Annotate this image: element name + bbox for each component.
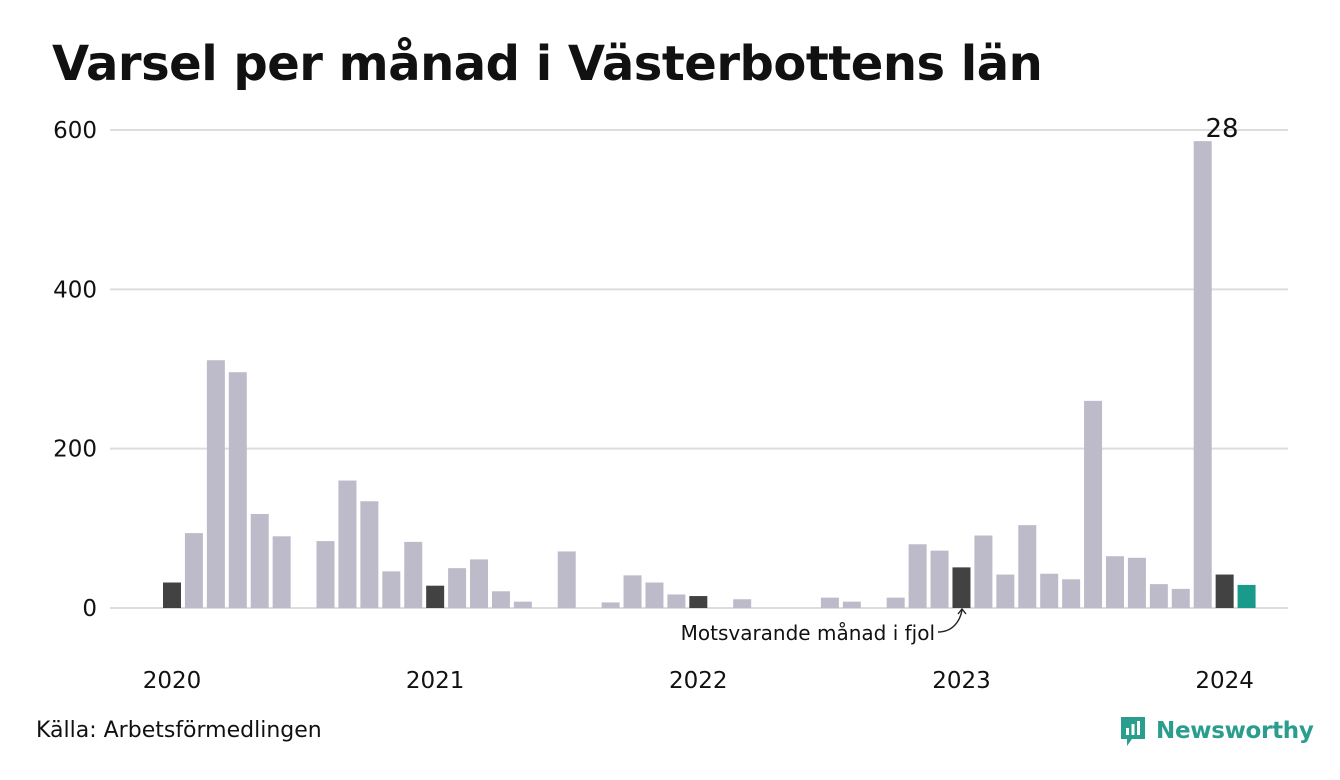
- current-value-label: 28: [1205, 114, 1238, 144]
- bar-2022-10: [886, 597, 905, 608]
- bar-2021-01: [426, 585, 445, 608]
- bar-2021-10: [623, 575, 642, 608]
- x-tick-label: 2022: [669, 668, 728, 694]
- x-tick-label: 2024: [1195, 668, 1254, 694]
- bars: [163, 141, 1256, 608]
- bar-2021-11: [645, 582, 664, 608]
- bar-2020-01: [163, 582, 181, 608]
- bar-2022-07: [820, 597, 839, 608]
- x-axis-ticks: 2020 2021 2022 2023 2024: [143, 668, 1254, 694]
- bar-2021-03: [470, 559, 489, 608]
- bar-2021-07: [557, 551, 576, 608]
- x-tick-label: 2020: [143, 668, 202, 694]
- bar-2023-10: [1149, 584, 1168, 608]
- brand-name: Newsworthy: [1156, 718, 1314, 744]
- bar-2020-12: [404, 541, 423, 608]
- bar-2022-01: [689, 596, 708, 608]
- bar-2022-11: [908, 544, 927, 608]
- bar-2023-07: [1084, 400, 1103, 608]
- y-axis-ticks: 0 200 400 600: [53, 118, 97, 622]
- annotation-arrow: [937, 609, 963, 633]
- annotation-arrowhead: [957, 607, 967, 615]
- bar-2020-02: [184, 533, 203, 608]
- x-tick-label: 2021: [406, 668, 465, 694]
- bar-2024-01: [1215, 574, 1234, 608]
- bar-2023-12: [1193, 141, 1212, 608]
- annotation-label: Motsvarande månad i fjol: [681, 621, 935, 645]
- bar-2023-06: [1062, 579, 1081, 608]
- bar-2022-03: [733, 599, 752, 608]
- x-tick-label: 2023: [932, 668, 991, 694]
- bar-2023-02: [974, 535, 993, 608]
- bar-2020-06: [272, 536, 291, 608]
- bar-2023-03: [996, 574, 1015, 608]
- bar-2023-04: [1018, 525, 1037, 608]
- y-tick-label: 400: [53, 277, 97, 303]
- bar-2020-11: [382, 571, 401, 608]
- bar-2021-04: [491, 591, 510, 608]
- newsworthy-icon: [1121, 717, 1145, 746]
- bar-2023-05: [1040, 573, 1059, 608]
- annotations: Motsvarande månad i fjol 28: [681, 114, 1239, 645]
- bar-2021-09: [601, 602, 620, 608]
- bar-2023-08: [1105, 556, 1124, 608]
- bar-undefined: [1237, 584, 1256, 608]
- bar-2020-04: [228, 372, 247, 608]
- bar-2022-08: [842, 601, 861, 608]
- bar-2023-09: [1127, 557, 1146, 608]
- bar-2020-08: [316, 541, 335, 608]
- y-tick-label: 0: [82, 596, 97, 622]
- bar-2020-05: [250, 513, 269, 608]
- bar-2021-12: [667, 594, 686, 608]
- bar-chart: 0 200 400 600 2020 2021 2022 2023 2024 Motsvara…: [53, 114, 1288, 694]
- source-credit: Källa: Arbetsförmedlingen: [36, 718, 322, 743]
- bar-2020-10: [360, 501, 379, 608]
- bar-2021-05: [513, 601, 532, 608]
- y-tick-label: 200: [53, 437, 97, 463]
- bar-2021-02: [448, 568, 467, 608]
- bar-2020-09: [338, 480, 357, 608]
- bar-2023-11: [1171, 588, 1190, 608]
- bar-2023-01: [952, 567, 971, 608]
- bar-2020-03: [206, 360, 225, 608]
- chart-title: Varsel per månad i Västerbottens län: [52, 36, 1043, 92]
- newsworthy-logo[interactable]: Newsworthy: [1118, 714, 1314, 748]
- bar-2022-12: [930, 550, 949, 608]
- y-tick-label: 600: [53, 118, 97, 144]
